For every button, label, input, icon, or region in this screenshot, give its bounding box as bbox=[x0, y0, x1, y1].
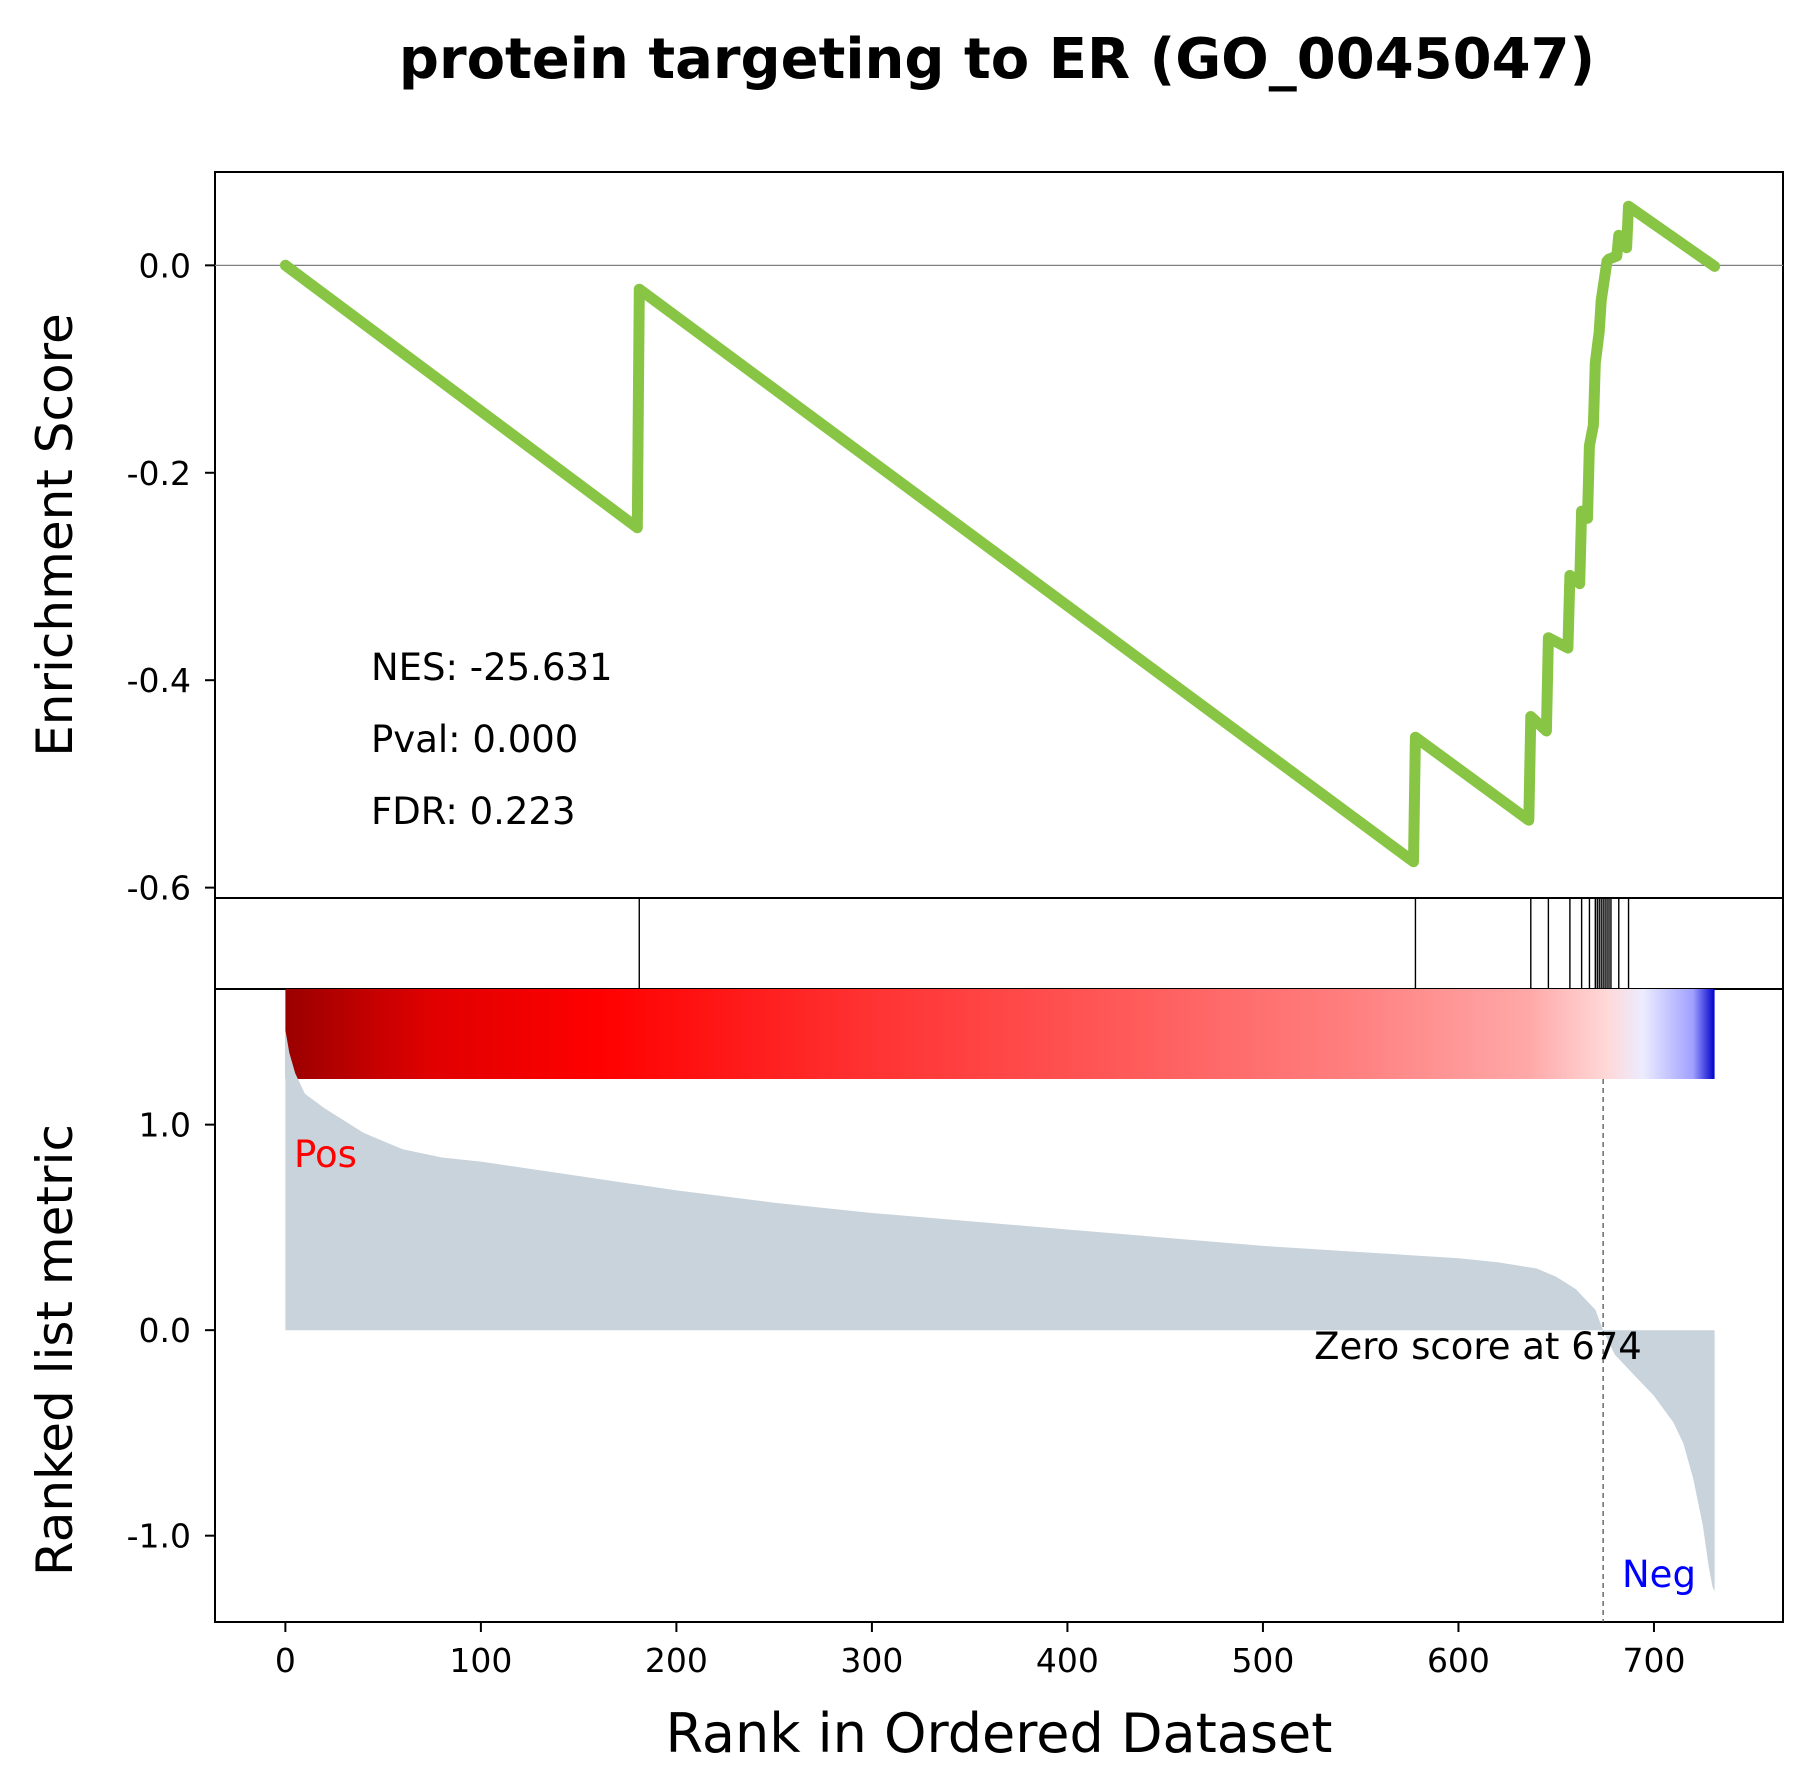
enrichment-y-tick-label: 0.0 bbox=[139, 246, 191, 285]
rank-color-bar bbox=[285, 989, 1715, 1079]
hit-lines bbox=[638, 898, 1630, 989]
x-tick-label: 600 bbox=[1427, 1641, 1490, 1680]
enrichment-y-tick-label: -0.6 bbox=[127, 869, 191, 908]
chart-title: protein targeting to ER (GO_0045047) bbox=[399, 27, 1595, 92]
enrichment-y-axis-label: Enrichment Score bbox=[26, 313, 84, 757]
zero-score-label: Zero score at 674 bbox=[1314, 1325, 1642, 1368]
ranked-list-panel: Zero score at 674 Pos Neg 1.0 0.0 -1.0 Ran… bbox=[26, 988, 1784, 1623]
x-tick-label: 300 bbox=[840, 1641, 903, 1680]
enrichment-y-ticks: 0.0 -0.2 -0.4 -0.6 bbox=[127, 246, 215, 908]
pos-label: Pos bbox=[294, 1133, 357, 1176]
x-tick-label: 500 bbox=[1231, 1641, 1294, 1680]
enrichment-y-tick-label: -0.4 bbox=[127, 661, 191, 700]
ranked-y-tick-label: 0.0 bbox=[139, 1311, 191, 1350]
x-tick-label: 200 bbox=[645, 1641, 708, 1680]
x-tick-label: 100 bbox=[449, 1641, 512, 1680]
ranked-y-ticks: 1.0 0.0 -1.0 bbox=[127, 1106, 215, 1556]
pval-stat: Pval: 0.000 bbox=[371, 718, 578, 761]
x-tick-label: 400 bbox=[1036, 1641, 1099, 1680]
ranked-y-tick-label: -1.0 bbox=[127, 1517, 191, 1556]
enrichment-score-line bbox=[279, 200, 1721, 868]
x-tick-label: 0 bbox=[275, 1641, 296, 1680]
x-tick-label: 700 bbox=[1622, 1641, 1685, 1680]
fdr-stat: FDR: 0.223 bbox=[371, 790, 576, 833]
neg-label: Neg bbox=[1622, 1553, 1696, 1596]
ranked-metric-area bbox=[285, 1030, 1715, 1592]
nes-stat: NES: -25.631 bbox=[371, 646, 613, 689]
enrichment-score-panel: 0.0 -0.2 -0.4 -0.6 NES: -25.631 Pval: 0.000… bbox=[26, 171, 1784, 908]
ranked-y-tick-label: 1.0 bbox=[139, 1106, 191, 1145]
x-axis-ticks: 0 100 200 300 400 500 600 700 bbox=[275, 1622, 1685, 1680]
ranked-y-axis-label: Ranked list metric bbox=[26, 1124, 84, 1576]
x-axis-label: Rank in Ordered Dataset bbox=[666, 1702, 1333, 1765]
enrichment-y-tick-label: -0.2 bbox=[127, 454, 191, 493]
